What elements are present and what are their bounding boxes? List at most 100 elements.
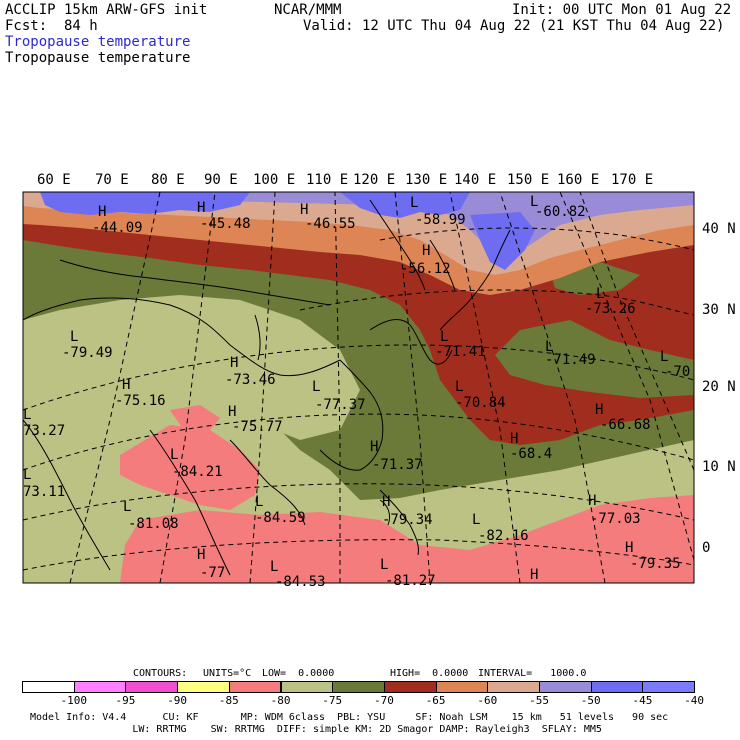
extremum-value: -77 xyxy=(200,565,226,581)
field-patch-blue-north xyxy=(340,192,470,218)
low-marker: L xyxy=(123,499,132,515)
color-legend-swatch xyxy=(22,681,75,693)
high-marker: H xyxy=(422,243,431,259)
extremum-value: -82.16 xyxy=(478,528,529,544)
extremum-value: -84.21 xyxy=(172,464,223,480)
extremum-value: -77.03 xyxy=(590,511,641,527)
extremum-value: -79.49 xyxy=(62,345,113,361)
latitude-label: 40 N xyxy=(702,221,736,237)
color-legend-swatch xyxy=(383,681,437,693)
contours-label: CONTOURS: xyxy=(133,668,188,679)
longitude-label: 60 E xyxy=(37,172,71,188)
color-legend-swatch xyxy=(280,681,334,693)
color-legend-label: -45 xyxy=(632,694,653,707)
high-marker: H xyxy=(230,355,239,371)
longitude-label: 130 E xyxy=(405,172,448,188)
low-marker: L xyxy=(440,329,449,345)
latitude-label: 30 N xyxy=(702,302,736,318)
longitude-label: 90 E xyxy=(204,172,238,188)
color-legend-label: -75 xyxy=(322,694,343,707)
model-title: ACCLIP 15km ARW-GFS init xyxy=(5,2,208,18)
low-marker: L xyxy=(23,467,32,483)
low-marker: L xyxy=(472,512,481,528)
low-marker: L xyxy=(170,447,179,463)
high-marker: H xyxy=(530,567,539,583)
field-patch-salmon-mid xyxy=(170,405,220,432)
high-marker: H xyxy=(197,547,206,563)
map-frame xyxy=(22,191,695,584)
extremum-value: -75.77 xyxy=(232,419,283,435)
extremum-value: -77.37 xyxy=(315,397,366,413)
color-legend-label: -40 xyxy=(684,694,705,707)
extremum-value: -70.84 xyxy=(455,395,506,411)
field-title-contour: Tropopause temperature xyxy=(5,50,191,66)
color-legend-label: -80 xyxy=(270,694,291,707)
forecast-label: Fcst: xyxy=(5,18,48,34)
extremum-value: 73.27 xyxy=(23,423,66,439)
low-marker: L xyxy=(410,195,419,211)
lat-lon-grid xyxy=(23,192,694,583)
model-info-line1: Model Info: V4.4 CU: KF MP: WDM 6class P… xyxy=(30,712,669,723)
extremum-value: 73.11 xyxy=(23,484,66,500)
longitude-label: 70 E xyxy=(95,172,129,188)
org-label: NCAR/MMM xyxy=(274,2,342,18)
longitude-label: 110 E xyxy=(306,172,349,188)
extremum-value: -81.27 xyxy=(385,573,436,589)
color-legend-swatch xyxy=(590,681,644,693)
extremum-value: -81.08 xyxy=(128,516,179,532)
low-marker: L xyxy=(380,557,389,573)
extremum-value: -75.16 xyxy=(115,393,166,409)
color-legend-swatch xyxy=(487,681,540,693)
color-legend-swatch xyxy=(642,681,696,693)
latitude-label: 20 N xyxy=(702,379,736,395)
high-marker: H xyxy=(382,494,391,510)
low-marker: L xyxy=(23,407,32,423)
longitude-label: 140 E xyxy=(454,172,497,188)
longitude-label: 160 E xyxy=(557,172,600,188)
extremum-value: -44.09 xyxy=(92,220,143,236)
field-patch-blue-east xyxy=(470,212,535,270)
extremum-value: -84.59 xyxy=(255,510,306,526)
longitude-label: 150 E xyxy=(507,172,550,188)
low-marker: L xyxy=(545,339,554,355)
extremum-value: -79.35 xyxy=(630,556,681,572)
extremum-value: -79.34 xyxy=(382,512,433,528)
valid-time: Valid: 12 UTC Thu 04 Aug 22 (21 KST Thu … xyxy=(303,18,725,34)
color-legend-swatch xyxy=(125,681,179,693)
longitude-label: 80 E xyxy=(151,172,185,188)
high-marker: H xyxy=(595,402,604,418)
forecast-hours: 84 h xyxy=(64,18,98,34)
field-patch-salmon-south xyxy=(120,495,694,583)
init-time: Init: 00 UTC Mon 01 Aug 22 xyxy=(512,2,732,18)
high-marker: H xyxy=(625,540,634,556)
color-legend-label: -95 xyxy=(115,694,136,707)
color-legend-label: -55 xyxy=(529,694,549,707)
low-marker: L xyxy=(255,494,264,510)
contours-low: LOW= 0.0000 xyxy=(262,668,335,679)
field-patch-light-olive xyxy=(23,295,360,440)
extremum-value: -58.99 xyxy=(415,212,466,228)
model-info-line2: LW: RRTMG SW: RRTMG DIFF: simple KM: 2D … xyxy=(30,724,602,735)
latitude-label: 10 N xyxy=(702,459,736,475)
extremum-value: -73.46 xyxy=(225,372,276,388)
longitude-label: 120 E xyxy=(353,172,396,188)
contours-high: HIGH= 0.0000 xyxy=(390,668,469,679)
color-legend-swatch xyxy=(177,681,230,693)
extremum-value: -71.37 xyxy=(372,457,423,473)
longitude-label: 170 E xyxy=(611,172,654,188)
high-marker: H xyxy=(197,200,206,216)
longitude-label: 100 E xyxy=(253,172,296,188)
field-patch-blue-west xyxy=(40,192,250,215)
high-marker: H xyxy=(228,404,237,420)
color-legend-label: -70 xyxy=(374,694,394,707)
extremum-value: -73.26 xyxy=(585,301,636,317)
color-legend-swatch xyxy=(539,681,592,693)
extremum-value: -66.68 xyxy=(600,417,651,433)
field-patch-salmon-west xyxy=(120,425,260,510)
high-marker: H xyxy=(98,204,107,220)
color-legend-label: -90 xyxy=(167,694,188,707)
high-marker: H xyxy=(300,202,309,218)
high-marker: H xyxy=(510,431,519,447)
low-marker: L xyxy=(530,194,539,210)
